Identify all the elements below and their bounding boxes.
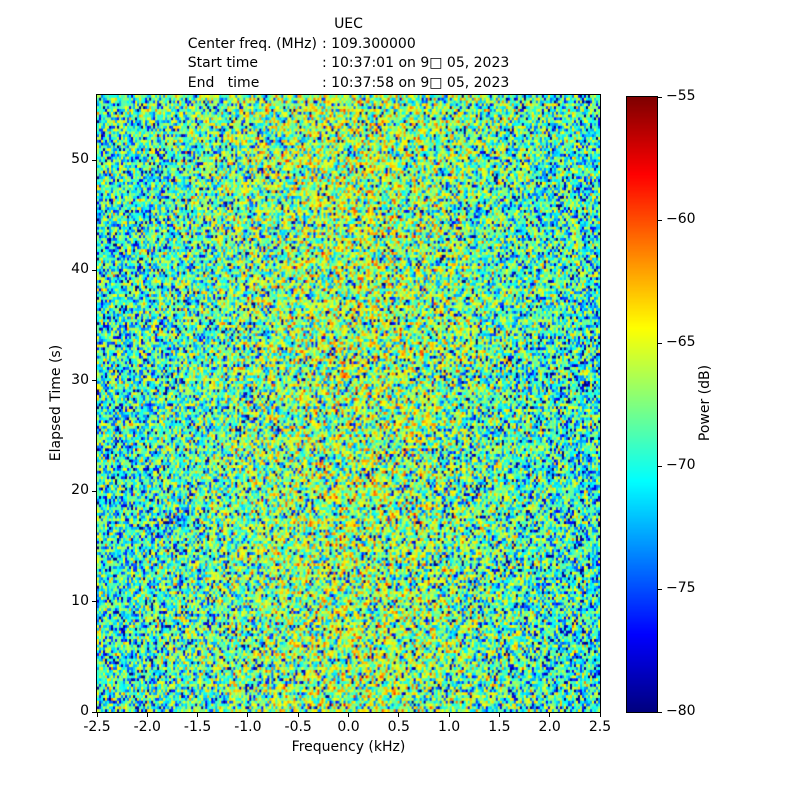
- x-tick-label: 2.0: [538, 719, 561, 735]
- end-time-label: End time: [187, 74, 260, 91]
- y-tick-mark: [92, 601, 96, 603]
- colorbar-tick-label: −60: [666, 211, 696, 227]
- y-tick-label: 40: [71, 261, 89, 278]
- colorbar-tick-label: −80: [666, 703, 696, 719]
- colorbar-tick-mark: [658, 465, 662, 467]
- x-tick-mark: [96, 713, 98, 717]
- x-tick-label: -2.0: [133, 719, 161, 735]
- x-tick-mark: [247, 713, 249, 717]
- y-axis-title: Elapsed Time (s): [48, 344, 64, 462]
- colorbar-tick-mark: [658, 342, 662, 344]
- center-freq-value: : 109.300000: [321, 35, 416, 52]
- colorbar-frame: [626, 96, 658, 713]
- start-time-value: : 10:37:01 on 9□ 05, 2023: [321, 55, 510, 71]
- end-time-value: : 10:37:58 on 9□ 05, 2023: [321, 74, 510, 91]
- y-tick-mark: [92, 159, 96, 161]
- y-tick-label: 30: [71, 371, 89, 388]
- plot-header: UEC Center freq. (MHz): 109.300000 Start…: [97, 15, 600, 93]
- x-tick-mark: [448, 713, 450, 717]
- plot-title: UEC: [334, 16, 363, 32]
- x-tick-mark: [398, 713, 400, 717]
- y-tick-label: 50: [71, 151, 89, 168]
- x-tick-label: 1.0: [437, 719, 461, 735]
- x-tick-label: 0.0: [337, 719, 360, 735]
- start-time-label: Start time: [187, 55, 258, 71]
- colorbar-tick-mark: [658, 219, 662, 221]
- x-tick-label: 0.5: [387, 719, 410, 735]
- colorbar-tick-label: −65: [666, 334, 696, 350]
- colorbar-title: Power (dB): [697, 364, 713, 442]
- x-tick-mark: [498, 713, 500, 717]
- y-tick-mark: [92, 380, 96, 382]
- center-freq-label: Center freq. (MHz): [187, 35, 317, 52]
- y-tick-label: 0: [80, 703, 89, 719]
- x-tick-mark: [599, 713, 601, 717]
- x-tick-mark: [197, 713, 199, 717]
- x-tick-label: -1.0: [234, 719, 262, 735]
- y-tick-mark: [92, 490, 96, 492]
- x-tick-label: -1.5: [183, 719, 212, 735]
- y-tick-mark: [92, 711, 96, 713]
- spectrogram-canvas: [97, 95, 600, 712]
- x-tick-label: -0.5: [284, 719, 312, 735]
- x-tick-mark: [297, 713, 299, 717]
- x-axis-title: Frequency (kHz): [291, 739, 406, 755]
- colorbar-tick-mark: [658, 711, 662, 713]
- x-tick-label: -2.5: [83, 719, 111, 735]
- x-tick-label: 1.5: [488, 719, 511, 735]
- colorbar-tick-mark: [658, 588, 662, 590]
- colorbar-tick-label: −55: [666, 88, 696, 104]
- y-tick-label: 10: [71, 592, 89, 609]
- x-tick-mark: [549, 713, 551, 717]
- y-tick-mark: [92, 269, 96, 271]
- y-tick-label: 20: [71, 482, 89, 499]
- colorbar-tick-label: −70: [666, 457, 696, 473]
- x-tick-mark: [348, 713, 349, 717]
- x-tick-label: 2.5: [588, 719, 612, 735]
- plot-subtitle-block: Center freq. (MHz): 109.300000 Start tim…: [188, 35, 510, 94]
- colorbar-tick-label: −75: [666, 580, 696, 596]
- plot-frame: [96, 94, 601, 713]
- colorbar-tick-mark: [658, 96, 662, 98]
- colorbar-canvas: [627, 97, 657, 712]
- x-tick-mark: [146, 713, 148, 717]
